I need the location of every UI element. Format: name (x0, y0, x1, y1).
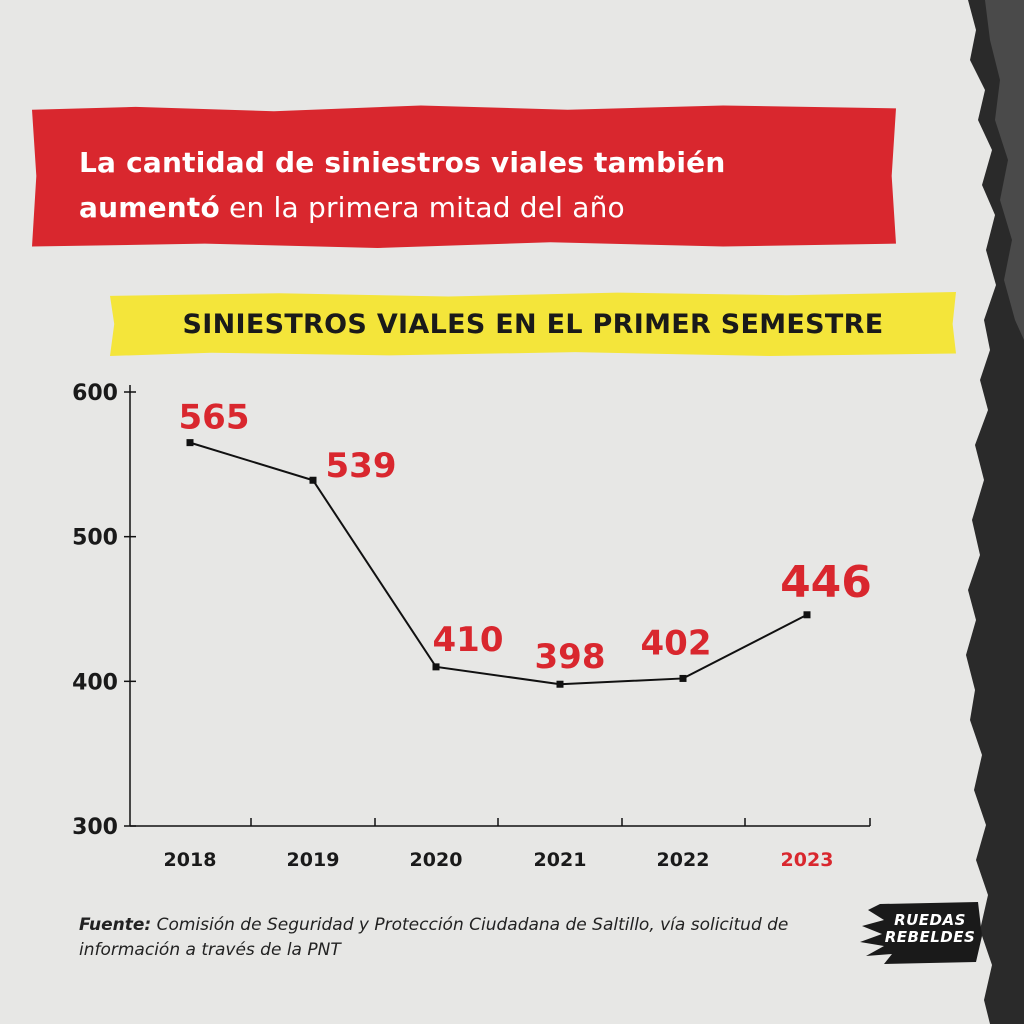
source-note: Fuente: Comisión de Seguridad y Protecci… (79, 913, 869, 963)
x-tick-label: 2018 (164, 849, 217, 871)
data-label: 402 (641, 623, 712, 663)
data-point (432, 663, 440, 671)
headline: La cantidad de siniestros viales también… (79, 140, 879, 230)
series-line (189, 441, 808, 686)
x-tick-label: 2022 (657, 849, 710, 871)
y-tick-label: 300 (72, 815, 118, 840)
source-text: Comisión de Seguridad y Protección Ciuda… (79, 915, 789, 960)
data-label: 539 (326, 446, 397, 486)
data-label: 398 (535, 637, 606, 677)
headline-banner (32, 105, 896, 248)
chart-title: SINIESTROS VIALES EN EL PRIMER SEMESTRE (182, 308, 884, 340)
logo-line-1: RUEDAS (894, 911, 966, 929)
x-tick-label: 2023 (781, 849, 834, 871)
x-tick-label: 2019 (287, 849, 340, 871)
y-tick-label: 600 (72, 381, 118, 406)
data-label: 565 (179, 398, 250, 438)
source-label: Fuente: (79, 915, 152, 935)
headline-bold-1: La cantidad de siniestros viales también (79, 146, 726, 179)
headline-regular: en la primera mitad del año (219, 191, 625, 224)
data-point (803, 611, 811, 619)
data-label: 410 (433, 620, 504, 660)
data-label: 446 (780, 557, 872, 608)
logo-line-2: REBELDES (884, 928, 976, 946)
line-chart: 600 500 400 300 2018 2019 2020 2021 2022 2023 565 5… (72, 381, 872, 871)
y-tick-label: 500 (72, 526, 118, 551)
data-point (186, 439, 194, 447)
data-point (679, 674, 687, 682)
headline-bold-2: aumentó (79, 191, 220, 224)
data-point (556, 680, 564, 688)
chart-title-banner (110, 292, 956, 356)
x-tick-label: 2020 (410, 849, 463, 871)
ruedas-rebeldes-logo (860, 902, 982, 964)
y-tick-label: 400 (72, 670, 118, 695)
data-point (309, 476, 317, 484)
logo-text: RUEDAS REBELDES (880, 912, 980, 946)
x-tick-label: 2021 (534, 849, 587, 871)
